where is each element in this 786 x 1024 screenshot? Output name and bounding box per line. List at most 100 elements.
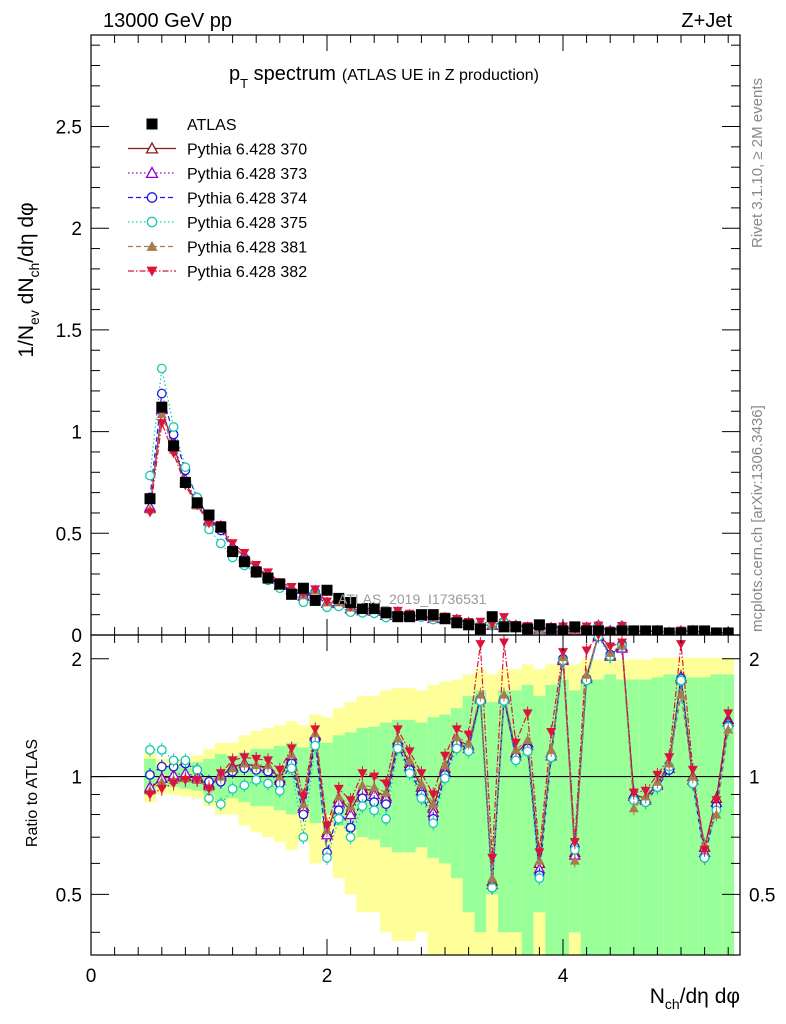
- data-point: [451, 617, 463, 629]
- data-point: [321, 584, 333, 596]
- ratio-point: [310, 725, 321, 735]
- band-stat-segment: [651, 677, 664, 955]
- band-stat-segment: [604, 674, 617, 955]
- analysis-watermark: ATLAS_2019_I1736531: [338, 591, 487, 607]
- ratio-point: [676, 689, 686, 699]
- ratio-point: [227, 784, 238, 794]
- data-point: [144, 493, 156, 505]
- ratio-point: [534, 848, 545, 858]
- band-stat-segment: [639, 679, 652, 955]
- data-point: [592, 625, 604, 635]
- ratio-point: [192, 775, 203, 785]
- x-tick-label: 4: [558, 966, 569, 987]
- legend-label: Pythia 6.428 381: [187, 240, 307, 257]
- ratio-point: [215, 799, 226, 810]
- series-point: [168, 449, 179, 459]
- series-point: [475, 617, 486, 627]
- series-point: [298, 597, 309, 608]
- ratio-point: [322, 821, 332, 831]
- series-point: [204, 519, 214, 529]
- ratio-point: [322, 852, 332, 863]
- axis-ticks: 0 2 4 0 0.5 1 1.5 2 2.5 0.5 0.5 1 1 2 2: [56, 35, 775, 987]
- ratio-point: [581, 669, 592, 679]
- x-axis-title: Nch/dη dφ: [650, 985, 740, 1012]
- ratio-point: [499, 689, 509, 699]
- series-point: [322, 597, 332, 607]
- data-point: [262, 572, 274, 584]
- data-point: [179, 476, 191, 488]
- ratio-point: [156, 776, 167, 786]
- ratio-point: [404, 768, 415, 779]
- ratio-tick-label-right: 2: [749, 650, 760, 671]
- data-point: [227, 546, 239, 558]
- ratio-point: [487, 873, 498, 883]
- ratio-point: [428, 790, 439, 800]
- ratio-point: [392, 733, 403, 743]
- ratio-point: [451, 743, 462, 754]
- band-stat-segment: [616, 679, 628, 955]
- y-tick-label: 2: [71, 219, 82, 240]
- legend-label: Pythia 6.428 370: [187, 142, 307, 159]
- legend-marker: [145, 166, 159, 179]
- data-point: [380, 607, 392, 619]
- ratio-point: [392, 725, 403, 735]
- ratio-point: [711, 809, 722, 819]
- band-stat-segment: [592, 679, 605, 955]
- ratio-point: [711, 796, 722, 806]
- ratio-point: [298, 832, 309, 843]
- band-stat-segment: [533, 696, 546, 913]
- ratio-point: [676, 675, 686, 686]
- data-point: [474, 623, 486, 635]
- data-point: [616, 625, 628, 635]
- band-stat-segment: [332, 735, 345, 826]
- data-point: [297, 582, 309, 594]
- ratio-point: [145, 769, 155, 780]
- data-point: [356, 603, 368, 615]
- legend-label: Pythia 6.428 375: [187, 215, 307, 232]
- legend: ATLAS Pythia 6.428 370 Pythia 6.428 373 Pyt…: [128, 117, 307, 281]
- ratio-tick-label-left: 1: [71, 768, 82, 789]
- ratio-point: [440, 760, 450, 770]
- x-tick-label: 0: [86, 966, 97, 987]
- series-point: [156, 363, 167, 374]
- data-point: [498, 621, 510, 633]
- legend-marker: [146, 192, 158, 203]
- ratio-point: [664, 753, 675, 763]
- series-point: [286, 583, 297, 592]
- ratio-point: [416, 769, 427, 779]
- ratio-point: [156, 784, 167, 794]
- ratio-point: [381, 813, 391, 824]
- data-point: [404, 611, 416, 623]
- ratio-point: [463, 737, 474, 747]
- legend-marker: [146, 216, 158, 228]
- ratio-point: [239, 780, 250, 791]
- y-tick-label: 1: [71, 423, 82, 444]
- band-stat-segment: [521, 684, 534, 955]
- ratio-point: [145, 790, 155, 800]
- ratio-plot-frame: [90, 634, 741, 956]
- band-stat-segment: [391, 719, 404, 853]
- ratio-point: [345, 832, 356, 843]
- ratio-point: [298, 799, 309, 809]
- data-point: [663, 627, 675, 635]
- series-point: [251, 561, 262, 571]
- series-line-ratio: [149, 635, 729, 885]
- data-point: [710, 627, 722, 635]
- ratio-point: [168, 779, 179, 789]
- band-stat-segment: [486, 702, 499, 895]
- ratio-point: [286, 744, 297, 754]
- ratio-point: [416, 793, 427, 804]
- series-line-ratio: [149, 635, 729, 879]
- ratio-point: [463, 730, 474, 740]
- ratio-point: [333, 813, 344, 824]
- ratio-point: [428, 818, 439, 829]
- ratio-point: [475, 689, 486, 699]
- legend-marker-atlas: [146, 118, 158, 130]
- ratio-tick-label-left: 0.5: [56, 885, 82, 906]
- ratio-point: [451, 732, 462, 742]
- ratio-point: [595, 635, 602, 640]
- ratio-point: [168, 755, 179, 766]
- band-stat-segment: [663, 674, 676, 955]
- ratio-point: [534, 855, 545, 865]
